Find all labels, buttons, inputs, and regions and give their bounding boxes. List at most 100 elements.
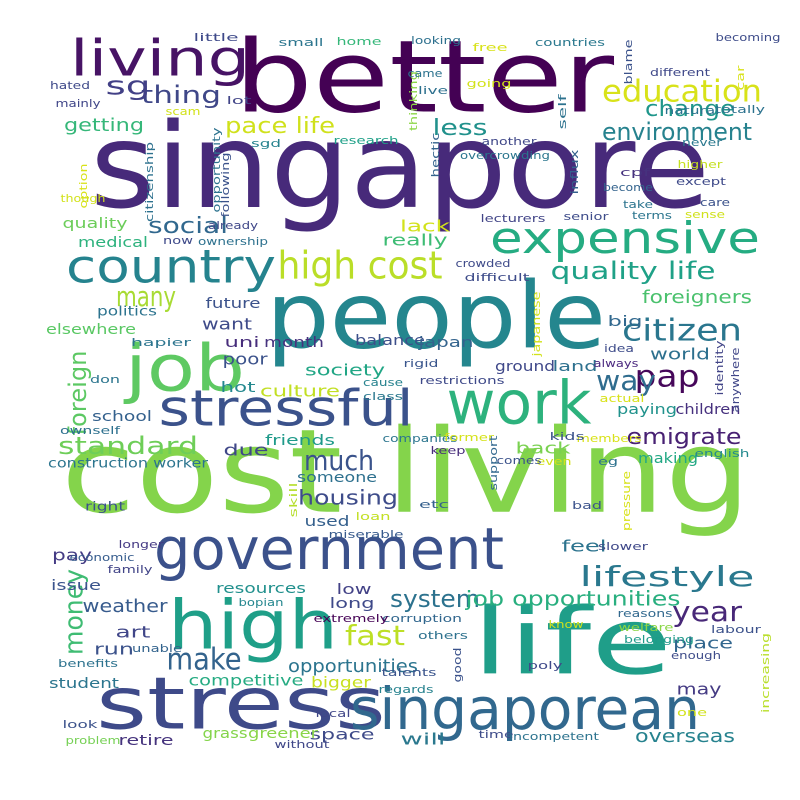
word-class: class: [363, 390, 403, 403]
word-pap: pap: [635, 360, 700, 395]
word-hectic: hectic: [429, 133, 442, 178]
word-except: except: [676, 175, 727, 188]
word-now: now: [163, 234, 193, 247]
word-incompetent: incompetent: [509, 730, 600, 743]
word-even: even: [537, 455, 572, 468]
word-feel: feel: [562, 537, 607, 556]
word-money: money: [60, 569, 90, 655]
word-foreign: foreign: [64, 351, 92, 436]
word-system: system: [390, 585, 480, 613]
word-cause: cause: [363, 376, 403, 389]
word-year: year: [672, 595, 743, 628]
word-lack: lack: [400, 217, 451, 236]
word-become: become: [603, 181, 653, 194]
word-companies: companies: [383, 432, 458, 445]
word-making: making: [638, 451, 698, 467]
word-already: already: [208, 219, 259, 232]
word-hot: hot: [221, 380, 257, 396]
word-crowded: crowded: [456, 257, 511, 270]
word-quality: quality: [63, 216, 128, 232]
word-want: want: [202, 315, 252, 334]
word-work: work: [447, 369, 592, 439]
word-getting: getting: [64, 115, 144, 136]
word-labour: labour: [711, 623, 762, 636]
word-former: former: [444, 431, 495, 444]
word-retire: retire: [119, 733, 174, 749]
word-going: going: [467, 77, 512, 90]
word-though: though: [61, 192, 106, 205]
word-friends: friends: [265, 433, 335, 449]
word-future: future: [206, 296, 261, 312]
word-corruption: corruption: [382, 612, 462, 625]
word-slower: slower: [598, 540, 649, 553]
word-terms: terms: [632, 209, 672, 222]
word-much: much: [304, 444, 374, 477]
word-home: home: [337, 35, 382, 48]
word-right: right: [85, 500, 125, 514]
word-government: government: [154, 515, 504, 583]
word-way: way: [596, 364, 656, 397]
word-bopian: bopian: [239, 596, 284, 609]
word-make: make: [167, 643, 242, 678]
word-kids: kids: [550, 430, 585, 443]
word-due: due: [224, 441, 269, 460]
word-becoming: becoming: [716, 31, 781, 44]
word-citizen: citizen: [622, 314, 742, 349]
word-different: different: [650, 66, 711, 79]
word-local: local: [316, 707, 351, 720]
word-reasons: reasons: [618, 607, 673, 620]
word-japanese: japanese: [530, 291, 543, 358]
word-issue: issue: [51, 578, 101, 594]
word-poly: poly: [528, 659, 564, 672]
word-benefits: benefits: [58, 657, 118, 670]
word-little: little: [194, 31, 239, 44]
word-grass: grass: [203, 726, 248, 742]
word-world: world: [650, 345, 710, 364]
word-cpf: cpf: [620, 166, 652, 179]
word-self: self: [556, 92, 569, 129]
word-stressful: stressful: [159, 380, 414, 438]
word-lecturers: lecturers: [481, 212, 546, 225]
word-bigger: bigger: [311, 674, 372, 692]
word-skill: skill: [287, 483, 300, 518]
word-lifestyle: lifestyle: [580, 560, 755, 593]
word-living: living: [70, 30, 250, 88]
word-always: always: [594, 357, 639, 370]
word-enough: enough: [671, 649, 721, 662]
word-construction-worker: construction worker: [48, 457, 209, 472]
word-medical: medical: [78, 235, 148, 251]
word-ownself: ownself: [60, 424, 122, 437]
word-idea: idea: [604, 342, 634, 355]
word-etc: etc: [419, 498, 449, 511]
word-fast: fast: [345, 619, 405, 652]
word-identity: identity: [713, 340, 726, 396]
word-society: society: [305, 361, 385, 380]
word-welfare: welfare: [619, 621, 674, 634]
word-housing: housing: [298, 486, 398, 510]
word-children: children: [676, 402, 741, 418]
word-unable: unable: [132, 642, 182, 655]
word-uni: uni: [225, 335, 260, 351]
word-thing: thing: [141, 81, 221, 109]
word-back: back: [516, 439, 572, 458]
word-longer: longer: [119, 538, 165, 551]
word-land: land: [553, 359, 598, 375]
word-keep: keep: [431, 444, 466, 457]
word-quality-life: quality life: [551, 257, 716, 285]
word-car: car: [734, 65, 747, 91]
word-don: don: [90, 373, 120, 386]
word-foreigners: foreigners: [642, 287, 752, 308]
word-citizenship: citizenship: [143, 142, 156, 222]
word-pay: pay: [52, 546, 92, 565]
word-poor: poor: [223, 350, 269, 369]
word-scam: scam: [166, 105, 201, 118]
word-life: life: [472, 588, 672, 695]
word-small: small: [279, 36, 324, 49]
word-paying: paying: [617, 402, 677, 418]
word-big: big: [608, 314, 643, 330]
word-regards: regards: [379, 683, 434, 696]
word-support: support: [487, 435, 500, 491]
word-less: less: [433, 116, 488, 141]
word-pressure: pressure: [620, 471, 633, 531]
word-used: used: [305, 514, 350, 530]
